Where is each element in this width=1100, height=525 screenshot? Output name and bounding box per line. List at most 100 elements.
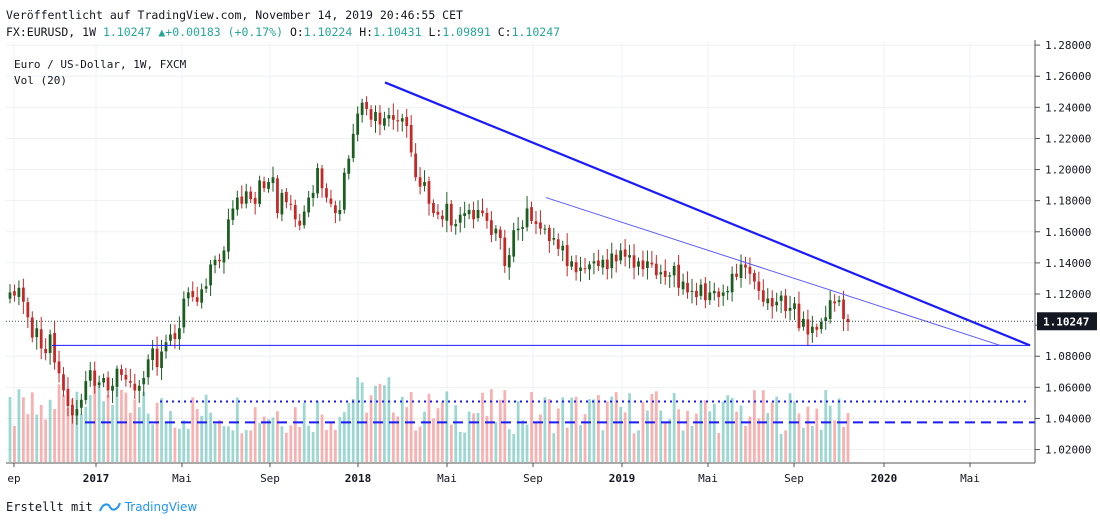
- volume-bar: [819, 429, 823, 462]
- candle-body: [490, 220, 493, 235]
- candle-body: [507, 255, 511, 268]
- volume-bar: [111, 404, 114, 462]
- candle-body: [784, 295, 787, 312]
- candle-body: [534, 221, 538, 224]
- candle-body: [231, 208, 235, 220]
- volume-bar: [753, 390, 756, 462]
- volume-bar: [79, 413, 83, 462]
- volume-bar: [583, 414, 587, 462]
- candle-body: [191, 291, 195, 298]
- candle-body: [137, 385, 141, 391]
- candle-body: [142, 378, 146, 385]
- created-with-text: Erstellt mit: [6, 500, 93, 514]
- volume-bar: [766, 413, 770, 462]
- volume-bar: [686, 410, 689, 462]
- volume-bar: [204, 394, 208, 462]
- legend-volume: Vol (20): [14, 74, 67, 87]
- volume-bar: [334, 429, 337, 462]
- volume-bar: [13, 425, 16, 462]
- candle-body: [730, 273, 734, 293]
- y-tick-label: 1.18000: [1045, 195, 1091, 208]
- price-tag-label: 1.10247: [1043, 315, 1089, 328]
- candle-body: [200, 289, 204, 303]
- candle-body: [556, 239, 560, 249]
- candle-body: [463, 213, 467, 216]
- high-label: H:: [359, 25, 374, 39]
- candle-body: [253, 197, 257, 204]
- candle-body: [378, 112, 382, 125]
- footer: Erstellt mit TradingView: [6, 500, 197, 514]
- candle-body: [815, 326, 819, 330]
- candle-body: [334, 205, 337, 214]
- drawings[interactable]: [6, 81, 1035, 424]
- volume-bar: [810, 425, 814, 462]
- volume-bar: [8, 397, 12, 462]
- candle-body: [681, 281, 685, 290]
- volume-bar: [699, 401, 703, 462]
- y-tick-label: 1.20000: [1045, 164, 1091, 177]
- candle-body: [391, 115, 395, 120]
- volume-bar: [793, 401, 796, 462]
- volume-bar: [534, 421, 538, 462]
- x-tick-label: 2018: [345, 472, 372, 485]
- volume-bar: [436, 408, 440, 462]
- volume-bar: [222, 426, 226, 462]
- volume-bar: [597, 395, 600, 462]
- candle-body: [204, 286, 208, 289]
- candle-body: [485, 212, 489, 221]
- y-tick-label: 1.02000: [1045, 444, 1091, 457]
- volume-bar: [784, 430, 787, 462]
- volume-bar: [481, 392, 484, 462]
- volume-bar: [320, 414, 324, 462]
- volume-bar: [579, 425, 582, 462]
- x-tick-label: Sep: [523, 472, 543, 485]
- volume-bar: [490, 389, 493, 462]
- candle-body: [293, 205, 297, 220]
- candle-body: [111, 385, 114, 391]
- volume-bar: [690, 426, 694, 462]
- volume-bar: [405, 407, 409, 462]
- candle-body: [409, 125, 413, 153]
- candle-body: [842, 299, 845, 319]
- volume-bar: [454, 405, 458, 462]
- candle-body: [632, 255, 636, 268]
- candle-body: [806, 319, 810, 335]
- candle-body: [155, 348, 159, 368]
- volume-bar: [427, 393, 431, 462]
- candle-body: [695, 290, 698, 298]
- volume-bar: [400, 396, 404, 462]
- open-label: O:: [289, 25, 304, 39]
- volume-bar: [396, 416, 400, 462]
- candle-body: [276, 178, 279, 214]
- volume-bar: [757, 418, 761, 462]
- volume-bar: [775, 396, 779, 462]
- candle-body: [356, 113, 360, 135]
- last-price: 1.10247: [102, 25, 152, 39]
- volume-bar: [833, 420, 837, 462]
- candle-body: [302, 211, 306, 226]
- candle-body: [646, 261, 649, 268]
- volume-bar: [169, 410, 172, 462]
- candle-body: [365, 101, 368, 109]
- x-tick-label: Mai: [698, 472, 718, 485]
- volume-bar: [62, 395, 65, 462]
- candle-body: [739, 264, 743, 278]
- x-tick-label: 2019: [609, 472, 636, 485]
- volume-bar: [160, 398, 163, 462]
- volume-bar: [271, 417, 275, 462]
- candle-body: [84, 381, 88, 400]
- volume-bar: [703, 400, 707, 462]
- volume-bar: [267, 419, 270, 462]
- candle-body: [329, 198, 333, 204]
- candle-body: [387, 115, 391, 119]
- tradingview-brand[interactable]: TradingView: [124, 500, 198, 514]
- candle-body: [338, 210, 342, 215]
- volume-bar: [173, 427, 177, 462]
- candle-body: [712, 290, 716, 294]
- candle-body: [650, 262, 654, 265]
- candle-body: [53, 332, 56, 363]
- volume-bar: [472, 413, 475, 462]
- candle-body: [151, 348, 155, 361]
- candle-body: [26, 302, 30, 318]
